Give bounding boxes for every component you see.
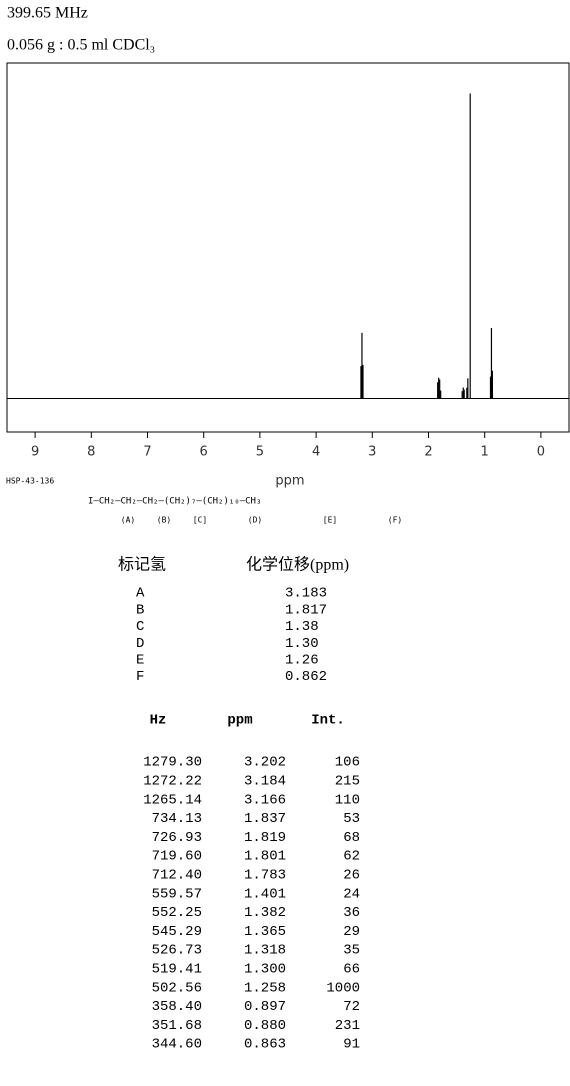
x-tick-label: 5 <box>256 445 264 460</box>
peak-cell: 545.29 <box>152 924 202 940</box>
x-tick-label: 6 <box>200 445 208 460</box>
assignment-proton: B <box>136 602 144 618</box>
peak-cell: 1.401 <box>244 886 286 902</box>
group-label: [E] <box>323 516 337 525</box>
sample-code: HSP-43-136 <box>6 477 54 486</box>
peak-header: Hz <box>150 713 167 729</box>
peak-header: ppm <box>227 713 252 729</box>
peak-cell: 526.73 <box>152 943 202 959</box>
peak-cell: 3.166 <box>244 792 286 808</box>
peak-cell: 36 <box>343 905 360 921</box>
peak-cell: 24 <box>343 886 360 902</box>
peak-cell: 519.41 <box>152 962 202 978</box>
peak-cell: 106 <box>335 755 360 771</box>
peak-cell: 734.13 <box>152 811 202 827</box>
x-tick-label: 3 <box>368 445 376 460</box>
peak-cell: 66 <box>343 962 360 978</box>
peak-cell: 231 <box>335 1018 360 1034</box>
group-label: (D) <box>248 516 262 525</box>
peak-cell: 726.93 <box>152 830 202 846</box>
peak-cell: 502.56 <box>152 980 202 996</box>
peak-cell: 29 <box>343 924 360 940</box>
peak-cell: 1.258 <box>244 980 286 996</box>
assignment-header: 化学位移(ppm) <box>246 556 349 574</box>
group-label: (A) <box>121 516 135 525</box>
peak-cell: 1000 <box>326 980 360 996</box>
x-tick-label: 4 <box>312 445 320 460</box>
peak-cell: 62 <box>343 849 360 865</box>
peak-cell: 1.382 <box>244 905 286 921</box>
x-axis-label: ppm <box>275 474 304 489</box>
peak-cell: 712.40 <box>152 868 202 884</box>
assignment-proton: D <box>136 636 144 652</box>
peak-header: Int. <box>311 713 345 729</box>
assignment-shift: 1.817 <box>285 602 327 618</box>
formula: I—CH₂—CH₂—CH₂—(CH₂)₇—(CH₂)₁₀—CH₃ <box>88 497 261 507</box>
peak-cell: 0.897 <box>244 999 286 1015</box>
peak-cell: 0.880 <box>244 1018 286 1034</box>
peak-cell: 3.184 <box>244 774 286 790</box>
peak-cell: 1.365 <box>244 924 286 940</box>
assignment-proton: A <box>136 586 145 602</box>
group-label: (B) <box>157 516 171 525</box>
peak-cell: 1.783 <box>244 868 286 884</box>
peak-cell: 1.801 <box>244 849 286 865</box>
peak-cell: 0.863 <box>244 1037 286 1053</box>
peak-cell: 1.300 <box>244 962 286 978</box>
peak-cell: 26 <box>343 868 360 884</box>
x-tick-label: 0 <box>537 445 545 460</box>
peak-cell: 351.68 <box>152 1018 202 1034</box>
x-tick-label: 1 <box>481 445 489 460</box>
peak-cell: 110 <box>335 792 360 808</box>
sample: 0.056 g : 0.5 ml CDCl₃ <box>7 37 155 54</box>
group-label: (F) <box>388 516 402 525</box>
peak-cell: 53 <box>343 811 360 827</box>
peak-cell: 3.202 <box>244 755 286 771</box>
peak-cell: 1265.14 <box>143 792 202 808</box>
peak-cell: 1.837 <box>244 811 286 827</box>
x-tick-label: 9 <box>31 445 39 460</box>
frequency: 399.65 MHz <box>7 5 88 22</box>
peak-cell: 559.57 <box>152 886 202 902</box>
x-tick-label: 8 <box>87 445 95 460</box>
peak-cell: 72 <box>343 999 360 1015</box>
plot-frame <box>6 62 570 433</box>
assignment-shift: 1.30 <box>285 636 319 652</box>
assignment-shift: 1.26 <box>285 653 319 669</box>
x-tick-label: 2 <box>424 445 432 460</box>
peak-cell: 552.25 <box>152 905 202 921</box>
peak-cell: 719.60 <box>152 849 202 865</box>
peak-cell: 358.40 <box>152 999 202 1015</box>
peak-cell: 1279.30 <box>143 755 202 771</box>
peak-cell: 91 <box>343 1037 360 1053</box>
peak-cell: 1.318 <box>244 943 286 959</box>
assignment-proton: C <box>136 619 144 635</box>
peak-cell: 1.819 <box>244 830 286 846</box>
assignment-proton: F <box>136 669 144 685</box>
peak-cell: 1272.22 <box>143 774 202 790</box>
assignment-shift: 3.183 <box>285 586 327 602</box>
x-tick-label: 7 <box>143 445 151 460</box>
assignment-proton: E <box>136 653 144 669</box>
assignment-shift: 0.862 <box>285 669 327 685</box>
assignment-header: 标记氢 <box>118 556 166 574</box>
peak-cell: 344.60 <box>152 1037 202 1053</box>
peak-cell: 35 <box>343 943 360 959</box>
assignment-shift: 1.38 <box>285 619 319 635</box>
group-label: [C] <box>193 516 207 525</box>
peak-cell: 68 <box>343 830 360 846</box>
peak-cell: 215 <box>335 774 360 790</box>
